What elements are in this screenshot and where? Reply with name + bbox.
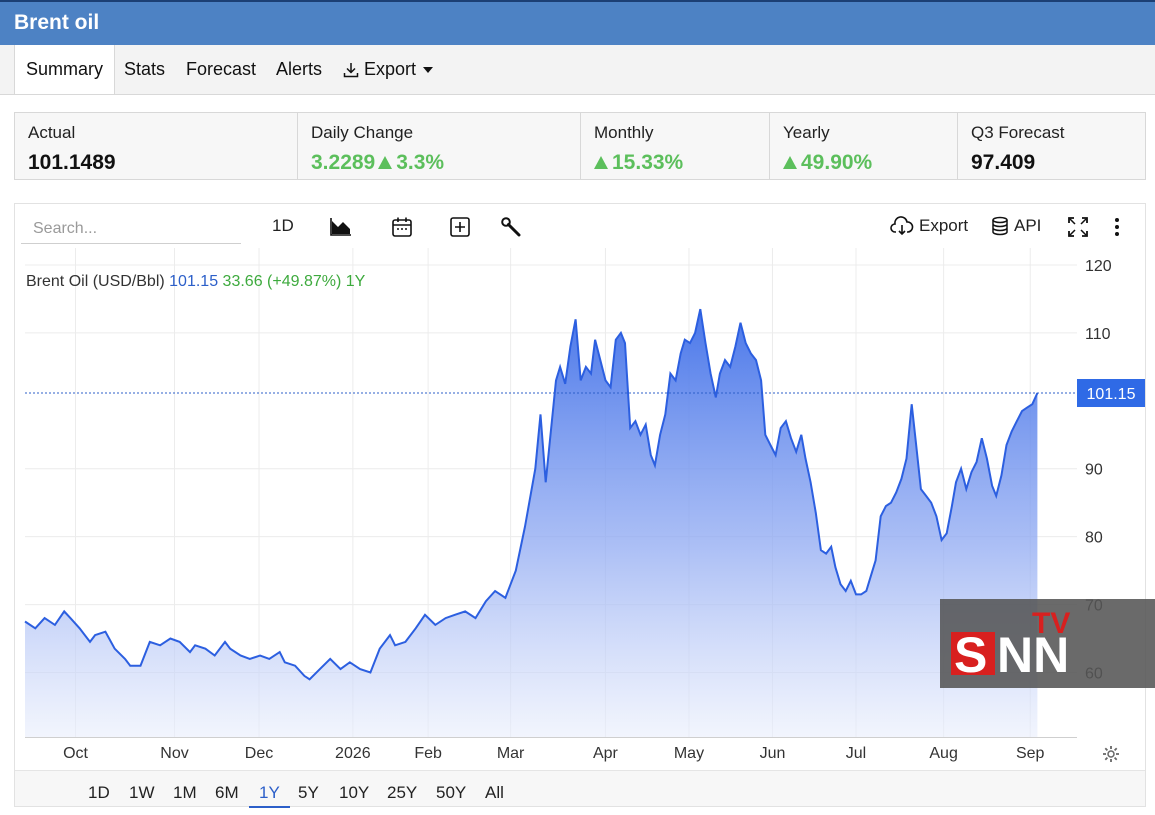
title-bar: Brent oil — [0, 0, 1155, 45]
range-1y[interactable]: 1Y — [249, 783, 290, 808]
download-icon — [343, 62, 359, 77]
arrow-up-icon — [783, 156, 797, 169]
database-icon — [992, 216, 1008, 236]
settings-gear-icon[interactable] — [1102, 745, 1120, 763]
last-value-label: 101.15 — [1087, 386, 1136, 403]
more-options-icon[interactable] — [1112, 216, 1122, 238]
monthly-value: 15.33% — [612, 151, 684, 174]
chart-export-label: Export — [919, 216, 969, 235]
arrow-up-icon — [378, 156, 393, 169]
y-tick-label: 80 — [1085, 530, 1103, 547]
legend-period: 1Y — [345, 273, 366, 290]
range-all[interactable]: All — [485, 783, 504, 802]
legend-price: 101.15 — [169, 273, 219, 290]
chart-toolbar: 1D Export — [15, 204, 1145, 248]
tab-stats[interactable]: Stats — [124, 59, 166, 79]
x-tick-label: 2026 — [335, 745, 371, 762]
x-tick-label: May — [674, 745, 704, 762]
export-menu-label: Export — [364, 59, 417, 79]
x-tick-label: Apr — [593, 745, 619, 762]
x-tick-label: Feb — [414, 745, 442, 762]
x-tick-label: Nov — [160, 745, 188, 762]
stat-monthly: Monthly 15.33% — [581, 113, 770, 179]
page-title: Brent oil — [14, 11, 100, 34]
x-tick-label: Oct — [63, 745, 88, 762]
range-1w[interactable]: 1W — [129, 783, 155, 802]
cloud-download-icon — [890, 216, 914, 236]
range-selector: 1D 1W 1M 6M 1Y 5Y 10Y 25Y 50Y All — [15, 770, 1145, 808]
search-input[interactable] — [21, 214, 241, 244]
x-tick-label: Jul — [846, 745, 866, 762]
range-50y[interactable]: 50Y — [436, 783, 467, 802]
tab-alerts[interactable]: Alerts — [276, 59, 323, 79]
price-area — [25, 309, 1038, 737]
chevron-down-icon — [423, 66, 434, 73]
y-tick-label: 120 — [1085, 258, 1112, 275]
legend-series-name: Brent Oil (USD/Bbl) — [26, 273, 165, 290]
stat-label: Daily Change — [311, 123, 414, 142]
daily-change-value: 3.2289 — [311, 151, 376, 174]
wrench-icon[interactable] — [500, 216, 522, 238]
interval-button[interactable]: 1D — [272, 216, 294, 235]
snn-tv-logo: S NN TV — [940, 599, 1155, 688]
svg-text:TV: TV — [1032, 607, 1070, 640]
y-tick-label: 90 — [1085, 462, 1103, 479]
price-line — [24, 308, 1039, 681]
arrow-up-icon — [594, 156, 608, 169]
x-tick-label: Mar — [497, 745, 525, 762]
range-5y[interactable]: 5Y — [298, 783, 319, 802]
stats-strip: Actual 101.1489 Daily Change 3.2289 3.3% … — [14, 112, 1146, 180]
stat-yearly: Yearly 49.90% — [770, 113, 958, 179]
chart-panel: 120 110 90 80 70 60 101.15 Oct Nov Dec 2026 Feb Mar A… — [14, 203, 1146, 808]
stat-q3-forecast: Q3 Forecast 97.409 — [958, 113, 1145, 179]
range-6m[interactable]: 6M — [215, 783, 239, 802]
stat-actual: Actual 101.1489 — [15, 113, 298, 179]
x-tick-label: Aug — [929, 745, 957, 762]
svg-text:NN: NN — [997, 627, 1069, 683]
calendar-icon[interactable] — [391, 216, 413, 238]
range-10y[interactable]: 10Y — [339, 783, 370, 802]
stat-value: 3.2289 3.3% — [311, 151, 444, 175]
stat-label: Q3 Forecast — [971, 123, 1065, 142]
stat-value: 97.409 — [971, 151, 1036, 174]
legend-change: 33.66 (+49.87%) — [222, 273, 342, 290]
stat-label: Actual — [28, 123, 76, 142]
x-tick-label: Dec — [245, 745, 273, 762]
api-label: API — [1014, 216, 1042, 235]
range-25y[interactable]: 25Y — [387, 783, 418, 802]
range-1d[interactable]: 1D — [88, 783, 110, 802]
api-button[interactable]: API — [991, 216, 1041, 236]
chart-legend: Brent Oil (USD/Bbl) 101.15 33.66 (+49.87… — [26, 273, 365, 291]
export-menu-button[interactable]: Export — [342, 45, 434, 94]
stat-label: Monthly — [594, 123, 654, 142]
x-tick-label: Jun — [760, 745, 786, 762]
stat-value: 101.1489 — [28, 151, 116, 174]
daily-change-pct: 3.3% — [396, 151, 445, 174]
chart-type-icon[interactable] — [330, 216, 352, 236]
range-1m[interactable]: 1M — [173, 783, 197, 802]
yearly-value: 49.90% — [801, 151, 873, 174]
stat-label: Yearly — [783, 123, 830, 142]
chart-export-button[interactable]: Export — [890, 216, 968, 236]
stat-value: 15.33% — [594, 151, 683, 175]
tab-forecast[interactable]: Forecast — [186, 59, 257, 79]
add-indicator-icon[interactable] — [449, 216, 471, 238]
fullscreen-icon[interactable] — [1067, 216, 1089, 238]
stat-value: 49.90% — [783, 151, 872, 175]
stat-daily-change: Daily Change 3.2289 3.3% — [298, 113, 581, 179]
tab-summary[interactable]: Summary — [14, 45, 116, 94]
last-value-badge — [1077, 379, 1145, 408]
x-tick-label: Sep — [1016, 745, 1045, 762]
nav-bar: Summary Stats Forecast Alerts Export — [0, 45, 1155, 95]
svg-text:S: S — [954, 627, 987, 683]
y-tick-label: 110 — [1085, 326, 1111, 343]
